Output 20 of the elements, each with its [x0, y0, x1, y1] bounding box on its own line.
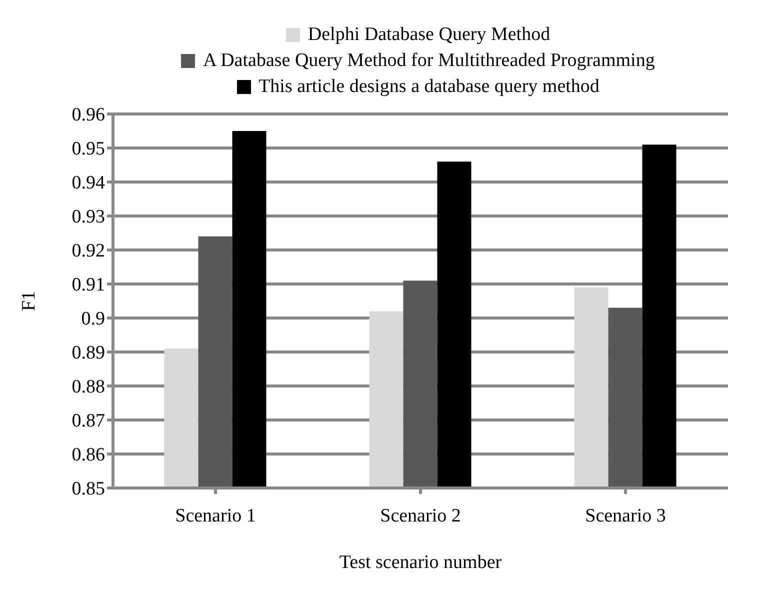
y-tick-label: 0.85: [72, 478, 105, 500]
y-tick-label: 0.92: [72, 240, 105, 262]
x-axis-title: Test scenario number: [339, 552, 502, 573]
legend-label: A Database Query Method for Multithreaded Programming: [203, 50, 655, 72]
y-tick-label: 0.86: [72, 444, 105, 466]
legend-label: This article designs a database query method: [258, 76, 600, 98]
y-tick-label: 0.89: [72, 342, 105, 364]
y-tick-label: 0.9: [81, 308, 105, 330]
y-tick-label: 0.96: [72, 104, 105, 126]
x-tick-label: Scenario 1: [175, 505, 256, 526]
y-tick-label: 0.91: [72, 274, 105, 296]
y-tick-label: 0.94: [72, 172, 106, 194]
y-axis-title: F1: [18, 290, 40, 312]
legend-label: Delphi Database Query Method: [308, 24, 550, 46]
y-tick-label: 0.95: [72, 138, 105, 160]
x-tick-label: Scenario 2: [380, 505, 461, 526]
x-tick-label: Scenario 3: [585, 505, 666, 526]
y-tick-label: 0.87: [72, 410, 105, 432]
y-tick-label: 0.93: [72, 206, 105, 228]
y-tick-label: 0.88: [72, 376, 105, 398]
